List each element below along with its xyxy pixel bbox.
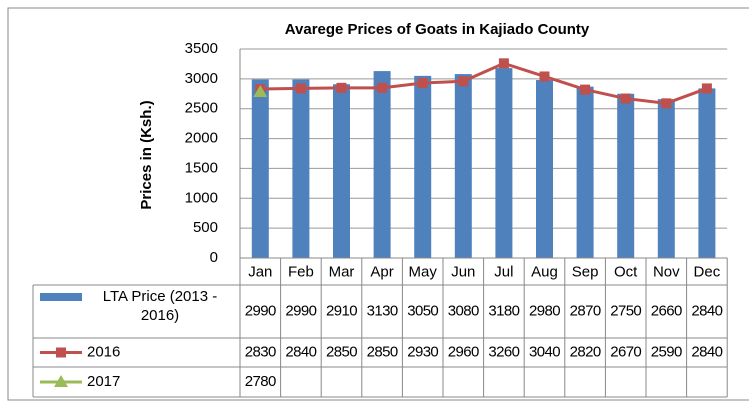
y-tick-label: 1500 — [185, 159, 218, 176]
x-tick-label: Dec — [694, 263, 721, 280]
line-marker — [701, 83, 712, 94]
bar — [698, 88, 716, 258]
line-marker — [336, 82, 347, 93]
y-axis-label: Prices in (Ksh.) — [138, 100, 155, 209]
legend-label: 2016 — [87, 343, 120, 360]
table-value: 2850 — [367, 343, 398, 360]
legend-marker — [54, 375, 68, 387]
table-value: 3050 — [407, 302, 438, 319]
table-value: 2990 — [285, 302, 316, 319]
line-marker — [580, 84, 591, 95]
legend-label: 2017 — [87, 373, 120, 390]
bar — [292, 79, 310, 258]
x-tick-label: Aug — [531, 263, 558, 280]
bar — [333, 84, 350, 258]
table-value: 3080 — [448, 302, 479, 319]
table-value: 2960 — [448, 343, 479, 360]
table-value: 2820 — [570, 343, 601, 360]
x-tick-label: Feb — [288, 263, 314, 280]
table-value: 2590 — [651, 343, 682, 360]
line-marker — [620, 93, 631, 104]
table-value: 2670 — [610, 343, 641, 360]
line-marker — [661, 98, 672, 109]
bar — [251, 79, 269, 258]
legend-marker — [56, 347, 66, 358]
x-tick-label: Mar — [329, 263, 355, 280]
table-value: 3040 — [529, 343, 560, 360]
table-value: 2850 — [326, 343, 357, 360]
bar — [617, 93, 635, 259]
table-value: 2840 — [691, 343, 722, 360]
table-value: 2660 — [651, 302, 682, 319]
table-value: 2780 — [245, 373, 276, 390]
chart-title: Avarege Prices of Goats in Kajiado Count… — [285, 21, 590, 38]
y-tick-label: 3000 — [185, 70, 218, 87]
line-marker — [377, 82, 388, 93]
y-tick-label: 500 — [193, 219, 218, 236]
bar — [414, 75, 432, 258]
line-marker — [253, 84, 268, 97]
y-tick-label: 1000 — [185, 189, 218, 206]
table-value: 2830 — [245, 343, 276, 360]
table-value: 2990 — [245, 302, 276, 319]
legend-key — [40, 293, 82, 301]
table-value: 2840 — [691, 302, 722, 319]
bar — [454, 74, 472, 258]
table-value: 2930 — [407, 343, 438, 360]
y-tick-label: 2500 — [185, 100, 218, 117]
x-tick-label: Apr — [370, 263, 393, 280]
line-marker — [498, 58, 509, 69]
line-marker — [417, 78, 428, 89]
bar — [373, 71, 391, 258]
table-value: 2980 — [529, 302, 560, 319]
table-value: 3130 — [367, 302, 398, 319]
bar — [657, 99, 675, 258]
x-tick-label: Nov — [653, 263, 680, 280]
line-marker — [295, 83, 306, 94]
table-value: 2840 — [285, 343, 316, 360]
x-tick-label: Sep — [572, 263, 599, 280]
legend-label: LTA Price (2013 - 2016) — [102, 288, 218, 324]
y-tick-label: 0 — [210, 249, 218, 266]
x-tick-label: May — [409, 263, 438, 280]
line-marker — [539, 71, 550, 82]
y-tick-label: 2000 — [185, 130, 218, 147]
y-tick-label: 3500 — [185, 40, 218, 57]
line-marker — [458, 76, 469, 87]
table-value: 3180 — [488, 302, 519, 319]
table-value: 2870 — [570, 302, 601, 319]
x-tick-label: Jun — [451, 263, 475, 280]
bar — [576, 86, 594, 259]
legend-label-box: LTA Price (2013 - 2016) — [102, 288, 218, 324]
bar — [536, 80, 553, 259]
x-tick-label: Jul — [494, 263, 513, 280]
table-value: 2910 — [326, 302, 357, 319]
x-tick-label: Jan — [248, 263, 272, 280]
table-value: 3260 — [488, 343, 519, 360]
x-tick-label: Oct — [614, 263, 638, 280]
bar — [495, 68, 513, 258]
table-value: 2750 — [610, 302, 641, 319]
line — [260, 61, 708, 105]
